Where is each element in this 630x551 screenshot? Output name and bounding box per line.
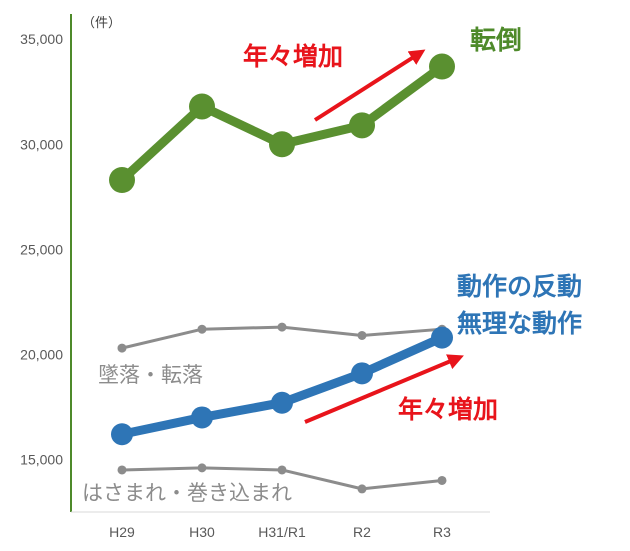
data-point-tsuiraku	[277, 322, 287, 332]
series-tsuiraku	[117, 322, 447, 353]
data-point-tentou	[109, 167, 135, 193]
series-line-tentou	[118, 62, 445, 184]
series-hasamare	[117, 463, 447, 494]
y-tick-label: 20,000	[20, 346, 63, 362]
x-axis-ticks: H29 H30 H31/R1 R2 R3	[109, 524, 451, 540]
series-label-hasamare: はさまれ・巻き込まれ	[82, 481, 292, 505]
data-point-tsuiraku	[357, 330, 367, 340]
y-tick-label: 15,000	[20, 451, 63, 467]
data-point-tsuiraku	[117, 343, 127, 353]
y-axis-unit: （件）	[82, 16, 121, 31]
data-point-dosa	[271, 391, 293, 414]
data-point-hasamare	[357, 484, 367, 494]
data-point-dosa	[191, 406, 213, 429]
series-label-dosa: 動作の反動無理な動作	[457, 272, 582, 338]
data-point-tentou	[189, 93, 215, 120]
data-point-dosa	[111, 423, 133, 446]
series-layer	[109, 53, 455, 494]
y-tick-label: 35,000	[20, 31, 63, 47]
data-point-tentou	[269, 131, 295, 158]
data-point-dosa	[351, 362, 373, 385]
data-point-hasamare	[117, 465, 127, 475]
series-label-tsuiraku: 墜落・転落	[98, 363, 203, 387]
x-tick-label: R2	[353, 524, 371, 540]
x-tick-label: H29	[109, 524, 135, 540]
series-tentou	[109, 53, 455, 193]
data-point-hasamare	[197, 463, 207, 473]
y-axis-ticks: 35,000 30,000 25,000 20,000 15,000	[20, 31, 63, 467]
x-tick-label: R3	[433, 524, 451, 540]
series-label-tentou: 転倒	[470, 26, 522, 56]
data-point-dosa	[431, 326, 453, 349]
data-point-tsuiraku	[197, 324, 207, 334]
data-point-hasamare	[277, 465, 287, 475]
data-point-hasamare	[437, 475, 447, 485]
y-tick-label: 25,000	[20, 241, 63, 257]
annotation-increase-upper: 年々増加	[243, 42, 343, 71]
annotation-increase-lower: 年々増加	[398, 395, 498, 424]
x-tick-label: H31/R1	[258, 524, 306, 540]
trend-arrow-lower	[304, 354, 464, 424]
x-tick-label: H30	[189, 524, 215, 540]
data-point-tentou	[349, 112, 375, 139]
data-point-tentou	[429, 53, 455, 80]
trend-arrow-upper	[313, 49, 426, 122]
series-dosa	[111, 326, 453, 446]
y-tick-label: 30,000	[20, 136, 63, 152]
